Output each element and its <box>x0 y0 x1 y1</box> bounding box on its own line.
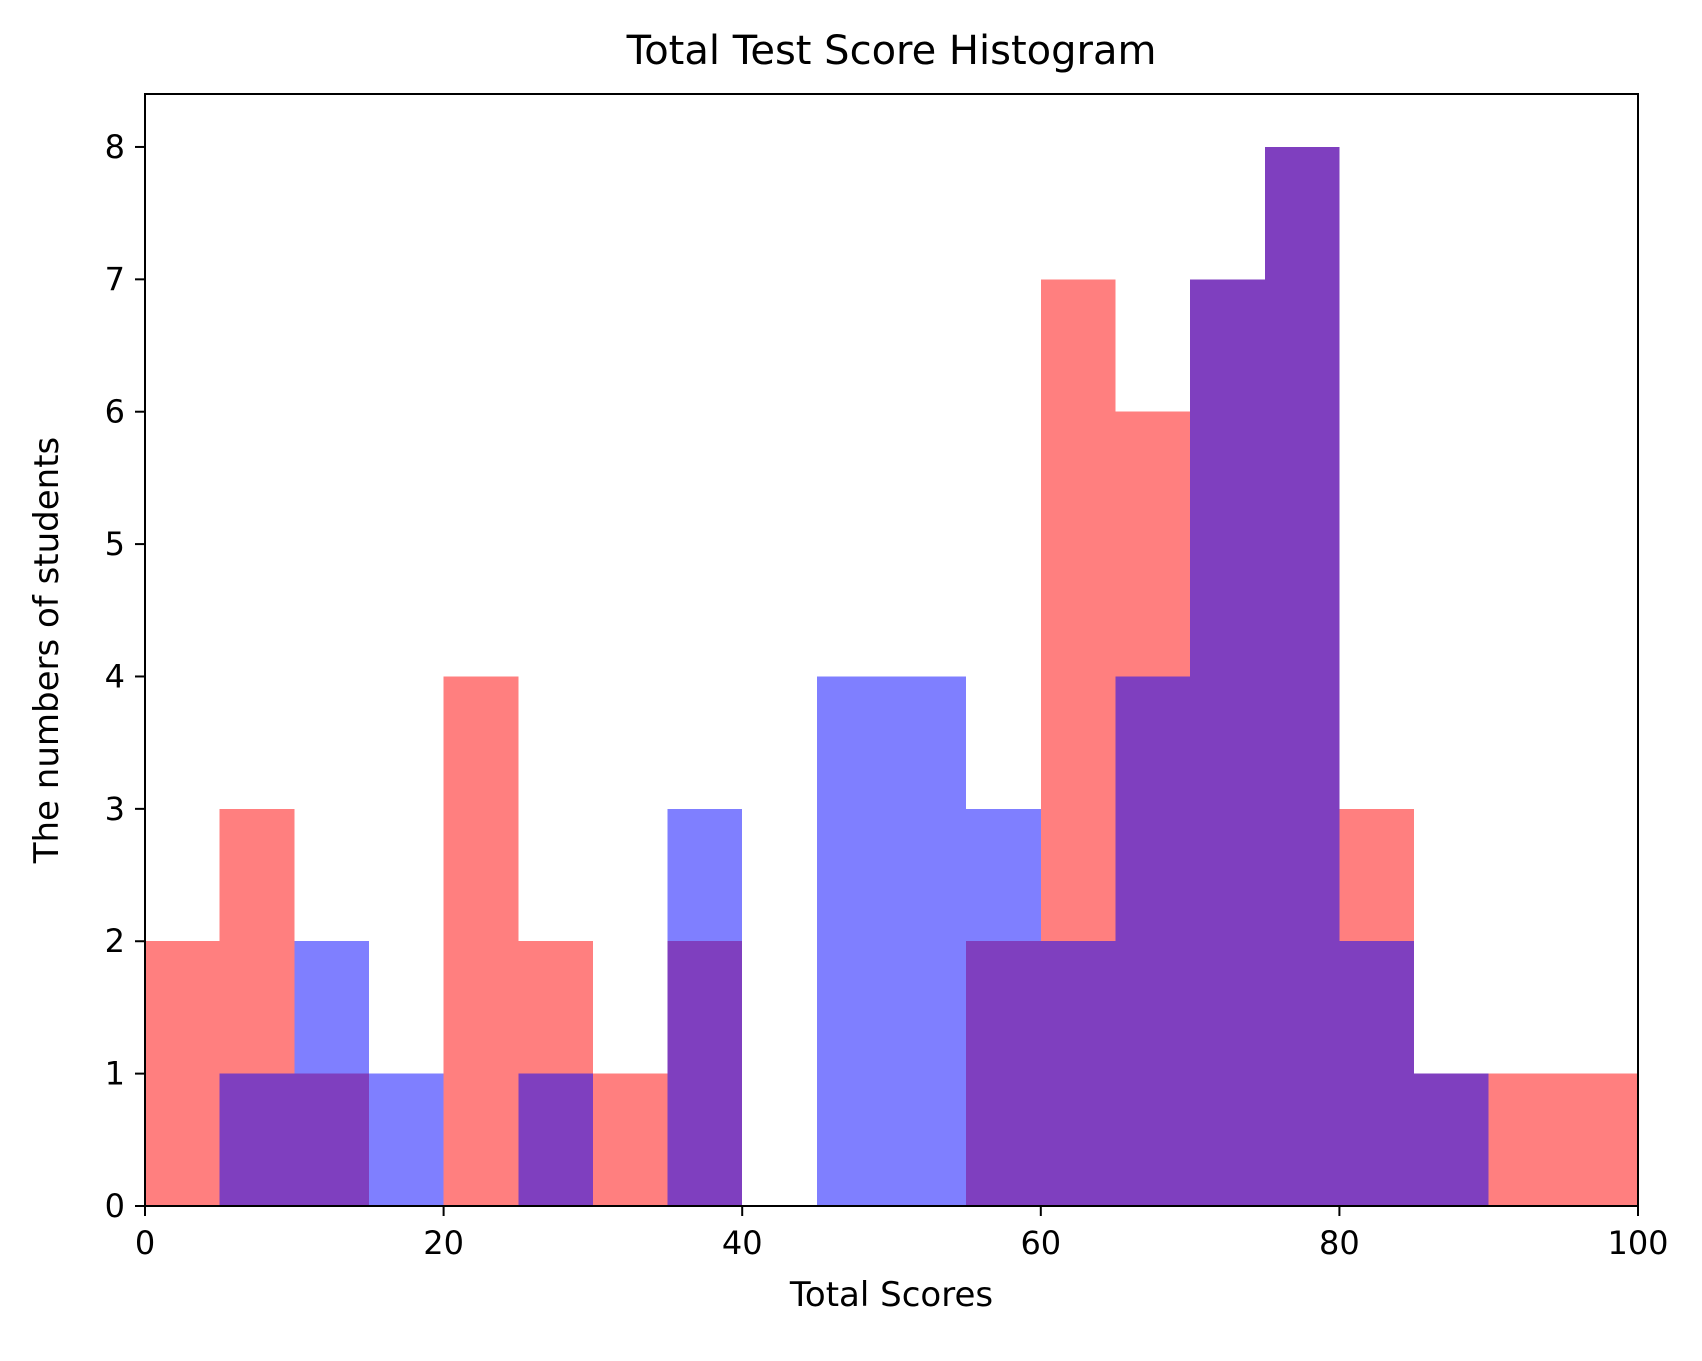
chart-title: Total Test Score Histogram <box>626 28 1157 74</box>
y-tick-label: 8 <box>105 128 125 166</box>
histogram-bar <box>1190 279 1265 1206</box>
histogram-bar <box>145 941 220 1206</box>
y-axis-label: The numbers of students <box>27 437 67 865</box>
x-tick-label: 80 <box>1319 1224 1360 1262</box>
histogram-bar <box>1563 1073 1638 1206</box>
histogram-bar <box>1414 1073 1489 1206</box>
x-axis-label: Total Scores <box>789 1275 993 1315</box>
y-tick-label: 3 <box>105 790 125 828</box>
y-tick-label: 1 <box>105 1055 125 1093</box>
x-axis: 0 20 40 60 80 100 <box>135 1206 1669 1262</box>
histogram-bar <box>1488 1073 1564 1206</box>
histogram-bar <box>816 676 892 1206</box>
y-tick-label: 6 <box>105 393 125 431</box>
x-tick-label: 40 <box>722 1224 763 1262</box>
x-tick-label: 100 <box>1607 1224 1668 1262</box>
y-tick-label: 0 <box>105 1187 125 1225</box>
histogram-bar <box>891 676 967 1206</box>
histogram-bar <box>966 808 1041 1206</box>
histogram-bar <box>592 1073 668 1206</box>
bars-layer <box>145 146 1638 1206</box>
x-tick-label: 60 <box>1020 1224 1061 1262</box>
x-tick-label: 20 <box>423 1224 464 1262</box>
histogram-bar <box>368 1073 444 1206</box>
histogram-bar <box>1040 941 1116 1206</box>
plot-area-frame <box>144 93 1639 1207</box>
histogram-bar <box>443 676 519 1206</box>
histogram-bar <box>1264 146 1340 1206</box>
y-tick-label: 7 <box>105 260 125 298</box>
series-2-bars <box>219 146 1489 1206</box>
histogram-bar <box>667 808 743 1206</box>
histogram-bar <box>518 1073 593 1206</box>
y-tick-label: 2 <box>105 922 125 960</box>
y-tick-label: 5 <box>105 525 125 563</box>
histogram-bar <box>1339 941 1415 1206</box>
x-tick-label: 0 <box>135 1224 155 1262</box>
histogram-bar <box>219 1073 295 1206</box>
histogram-bar <box>1115 676 1191 1206</box>
histogram-bar <box>294 941 369 1206</box>
y-tick-label: 4 <box>105 657 125 695</box>
y-axis: 0 1 2 3 4 5 6 7 8 <box>105 128 145 1225</box>
